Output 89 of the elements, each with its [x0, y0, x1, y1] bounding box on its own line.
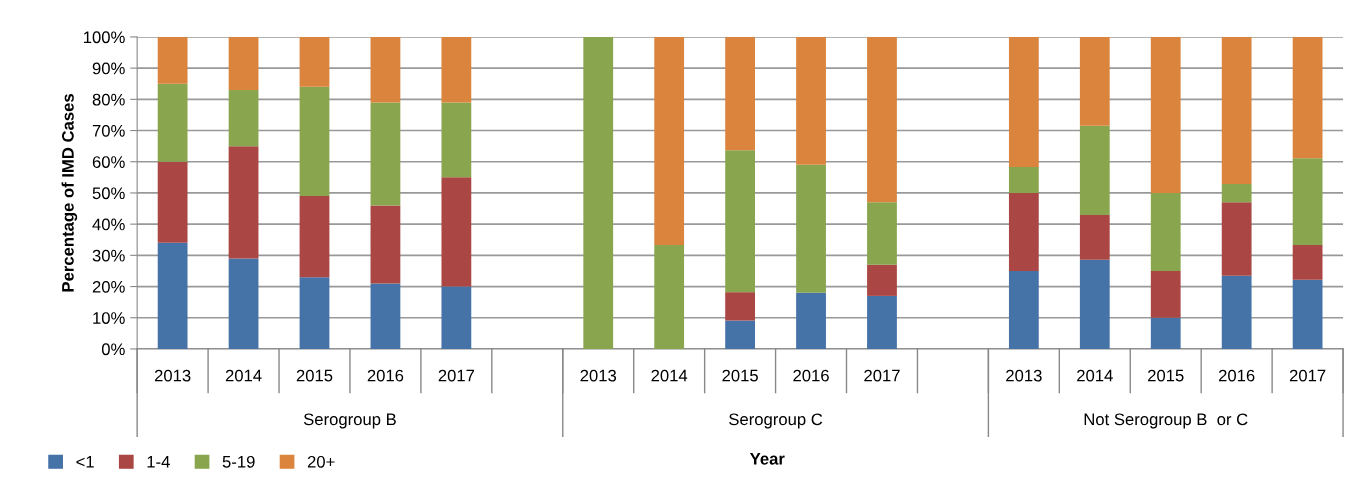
y-tick-label: 10%	[93, 312, 125, 324]
bar	[1292, 245, 1323, 280]
bar	[867, 295, 897, 349]
bar	[1221, 183, 1252, 203]
bar	[867, 264, 897, 296]
y-tick-label: 80%	[92, 93, 125, 106]
bar	[796, 164, 826, 293]
bar	[725, 320, 756, 349]
bar	[370, 36, 401, 103]
bar	[228, 89, 259, 147]
y-tick-label: 0%	[101, 343, 125, 356]
bar	[1150, 270, 1181, 318]
x-tick-label: 2016	[1218, 369, 1255, 382]
bar	[228, 146, 259, 259]
bar	[299, 36, 330, 87]
y-tick-label: 70%	[92, 124, 125, 137]
bar	[654, 245, 685, 349]
bar	[370, 283, 401, 349]
bar	[441, 286, 472, 349]
bar	[1292, 279, 1323, 349]
bar	[725, 36, 756, 151]
x-tick-label: 2013	[580, 369, 617, 382]
bar	[796, 36, 826, 165]
bar	[370, 102, 401, 206]
x-tick-label: 2017	[1289, 369, 1326, 382]
bar	[1079, 36, 1110, 126]
bar	[228, 36, 259, 90]
bar	[1079, 215, 1110, 260]
bar	[299, 277, 330, 349]
bar	[1150, 192, 1181, 271]
legend-label: <1	[76, 456, 94, 468]
bar	[157, 242, 188, 349]
bar	[1008, 167, 1039, 193]
bar	[1221, 36, 1252, 184]
bar	[157, 36, 188, 84]
bar	[441, 177, 472, 287]
y-tick-label: 20%	[92, 280, 125, 293]
x-tick-label: 2015	[722, 369, 758, 382]
bar	[1008, 192, 1039, 271]
bar	[867, 36, 897, 203]
x-tick-label: 2014	[1077, 369, 1113, 382]
bar	[725, 150, 756, 293]
bar	[1292, 36, 1323, 159]
bar	[1079, 125, 1110, 216]
y-tick-label: 30%	[92, 249, 125, 262]
bar	[1221, 202, 1252, 276]
y-tick-label: 100%	[84, 31, 125, 44]
y-tick-label: 60%	[92, 156, 125, 168]
bar	[1221, 275, 1252, 349]
bar	[867, 202, 897, 265]
y-axis-title: Percentage of IMD Cases	[61, 94, 78, 292]
bar	[1079, 259, 1110, 349]
x-tick-label: 2017	[438, 369, 475, 382]
bar	[1008, 270, 1039, 349]
x-tick-label: 2013	[154, 369, 191, 382]
x-tick-label: 2016	[367, 369, 404, 382]
bar	[441, 36, 472, 103]
bar	[370, 205, 401, 284]
bar	[725, 292, 756, 321]
bar	[796, 292, 826, 349]
legend-label: 1-4	[147, 456, 170, 468]
x-tick-label: 2014	[651, 369, 688, 382]
x-tick-label: 2015	[1148, 369, 1184, 382]
text: Not Serogroup B or C	[1084, 413, 1248, 429]
x-tick-label: 2013	[1006, 369, 1042, 382]
bar	[299, 196, 330, 278]
y-tick-label: 50%	[92, 187, 125, 200]
x-tick-label: 2015	[296, 369, 333, 382]
y-tick-label: 90%	[92, 62, 125, 75]
y-tick-label: 40%	[92, 218, 125, 231]
bar	[1150, 317, 1181, 349]
x-tick-label: 2017	[864, 369, 900, 382]
bar	[654, 36, 685, 246]
text: Serogroup B	[303, 413, 396, 429]
bar	[1150, 36, 1181, 193]
x-axis-title: Year	[749, 453, 785, 465]
bar	[583, 36, 614, 349]
legend-label: 5-19	[222, 455, 255, 468]
legend-label: 20+	[307, 455, 335, 468]
bar	[157, 83, 188, 162]
bar	[299, 86, 330, 197]
x-tick-label: 2016	[793, 369, 829, 382]
bar	[441, 102, 472, 178]
bar	[1292, 158, 1323, 246]
x-tick-label: 2014	[225, 369, 262, 382]
bar	[157, 161, 188, 243]
bar	[228, 258, 259, 349]
bar	[1008, 36, 1039, 168]
text: Serogroup C	[729, 413, 823, 429]
